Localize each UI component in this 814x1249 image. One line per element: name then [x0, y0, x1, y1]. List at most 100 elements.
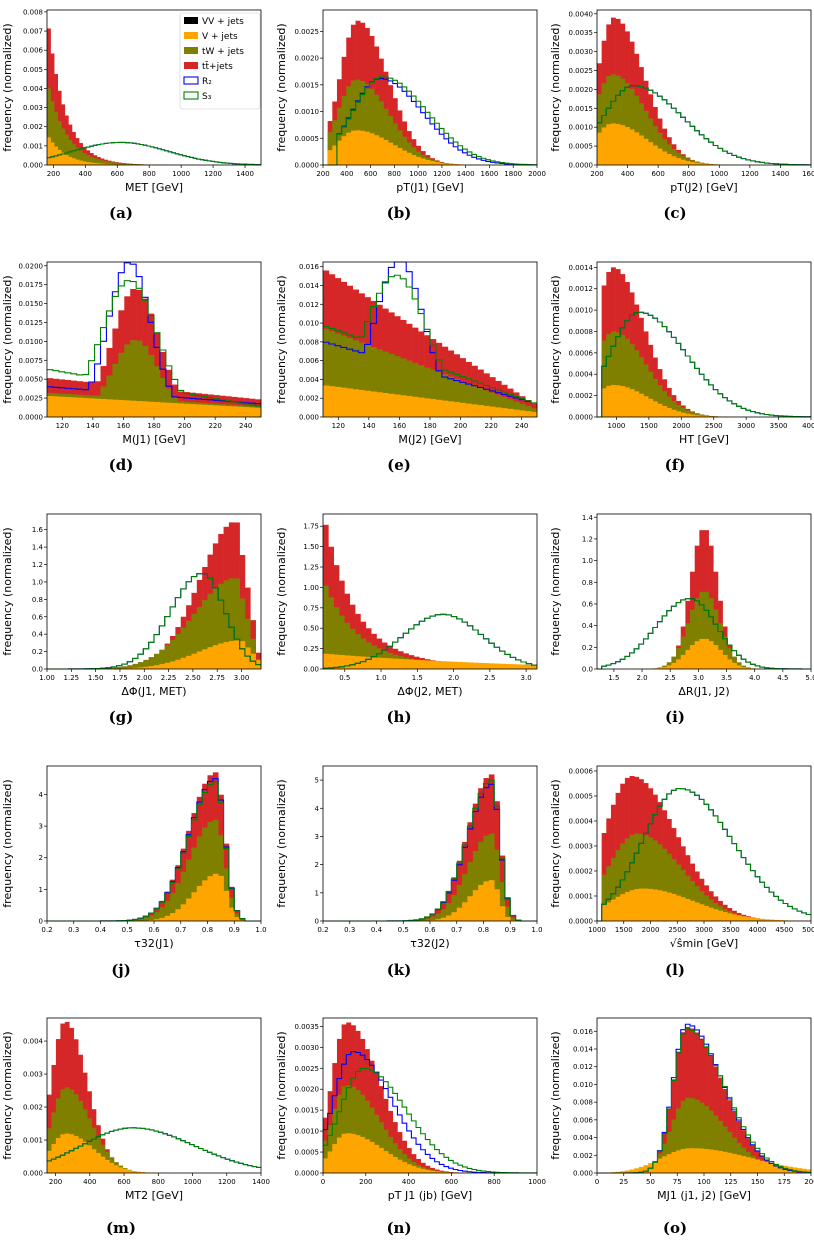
bar-tW-e — [453, 378, 461, 417]
bar-V-a — [79, 160, 83, 165]
y-tick-label: 1.6 — [32, 526, 44, 534]
y-tick-label: 0.000 — [573, 1170, 593, 1178]
x-tick-label: 3.0 — [693, 674, 704, 682]
bar-tW-e — [334, 333, 342, 417]
legend-swatch-VV — [184, 17, 198, 24]
bar-V-f — [643, 396, 649, 417]
bar-V-o — [736, 1154, 742, 1173]
x-tick-label: 0.5 — [398, 926, 409, 934]
bar-V-n — [411, 1166, 417, 1173]
bar-V-j — [159, 917, 165, 921]
bar-tW-e — [352, 340, 359, 417]
bar-V-e — [406, 396, 413, 417]
bar-V-n — [341, 1133, 347, 1173]
bar-V-d — [70, 397, 78, 417]
bar-V-k — [462, 902, 468, 921]
bar-tW-m — [69, 1089, 75, 1173]
bar-tW-b — [388, 116, 394, 165]
bar-tW-g — [228, 578, 235, 669]
bar-tW-g — [132, 663, 139, 669]
bar-tW-a — [64, 134, 69, 165]
bar-tW-l — [606, 866, 612, 921]
bar-tW-l — [671, 859, 677, 921]
bar-V-d — [243, 407, 250, 417]
bar-V-e — [525, 411, 532, 417]
bar-V-f — [657, 403, 663, 417]
x-tick-label: 0.3 — [68, 926, 79, 934]
bar-V-f — [601, 388, 607, 417]
x-tick-label: 1400 — [457, 170, 475, 178]
y-tick-label: 1.25 — [303, 564, 319, 572]
bar-tW-f — [666, 396, 672, 417]
legend-label-S3: S₃ — [202, 92, 212, 102]
chart-panel-i: 1.5 2.0 2.5 3.0 3.5 4.0 4.5 5.0 0.0 0.2 0.4 0.6 0.8 1… — [549, 513, 814, 726]
bar-V-k — [456, 907, 463, 921]
bar-V-a — [64, 154, 69, 165]
x-tick-label: 1.5 — [608, 674, 619, 682]
bar-tW-o — [727, 1132, 733, 1173]
bar-V-d — [183, 403, 190, 417]
bar-V-o — [741, 1156, 747, 1173]
x-tick-label: 1500 — [615, 926, 633, 934]
bar-V-d — [231, 406, 238, 417]
x-tick-label: 0.6 — [424, 926, 436, 934]
bar-V-b — [355, 130, 361, 165]
bar-V-a — [100, 163, 105, 165]
legend-label-tt: tt̄+jets — [202, 60, 233, 72]
bar-tW-f — [648, 371, 654, 417]
y-axis-label: frequency (normalized) — [1, 527, 14, 655]
bar-tW-c — [615, 75, 621, 165]
bar-V-k — [451, 912, 458, 921]
bar-tW-f — [652, 378, 658, 417]
bar-tW-c — [624, 83, 630, 165]
bar-tW-f — [657, 385, 663, 417]
bar-V-l — [615, 896, 621, 921]
bar-V-b — [383, 140, 389, 165]
bar-tW-e — [471, 385, 478, 417]
x-tick-label: 1200 — [218, 1178, 236, 1186]
bar-V-e — [435, 399, 443, 417]
bar-V-n — [402, 1162, 408, 1173]
y-tick-label: 0.002 — [23, 1104, 43, 1112]
x-tick-label: 600 — [364, 170, 377, 178]
subfigure-label: (d) — [109, 456, 134, 474]
axes-frame — [596, 261, 812, 418]
bar-V-m — [113, 1165, 119, 1173]
x-tick-label: 180 — [147, 422, 160, 430]
y-tick-label: 1.0 — [582, 557, 593, 565]
chart-panel-o: 0 25 50 75 100 125 150 175 200 0.000 0.002 0.004 0.0… — [549, 1017, 814, 1237]
bar-V-o — [694, 1148, 700, 1173]
bar-V-g — [234, 640, 240, 669]
bar-V-c — [652, 145, 658, 165]
y-tick-label: 1 — [39, 886, 43, 894]
bar-V-o — [634, 1168, 640, 1173]
bar-V-d — [201, 404, 208, 417]
subfigure-label: (c) — [663, 204, 686, 222]
bar-V-g — [191, 653, 198, 669]
bar-V-b — [434, 162, 440, 165]
bar-tW-e — [370, 347, 377, 417]
bar-tW-f — [634, 350, 640, 417]
bar-tW-i — [717, 623, 723, 669]
bar-V-a — [96, 163, 101, 165]
bar-tW-a — [107, 161, 112, 165]
bar-V-e — [394, 394, 401, 417]
bar-tW-j — [154, 912, 160, 921]
bar-tW-g — [223, 580, 230, 669]
bar-tW-b — [341, 95, 347, 165]
x-tick-label: 1000 — [172, 170, 190, 178]
bar-tW-a — [71, 144, 76, 165]
y-tick-label: 0.004 — [299, 376, 320, 384]
bar-tW-c — [629, 88, 635, 165]
bar-V-h — [515, 664, 522, 669]
x-tick-label: 0.4 — [95, 926, 107, 934]
chart-panel-j: 0.2 0.3 0.4 0.5 0.6 0.7 0.8 0.9 1.0 0 1 2 3 4 τ32(J1) f… — [1, 765, 267, 979]
bar-tW-l — [662, 848, 668, 921]
y-axis-label: frequency (normalized) — [275, 275, 288, 403]
bar-V-f — [685, 413, 691, 417]
x-tick-label: 4000 — [749, 926, 767, 934]
bar-tW-j — [175, 883, 182, 921]
x-tick-label: 2.75 — [209, 674, 225, 682]
y-tick-label: 2 — [39, 854, 43, 862]
bar-V-l — [764, 919, 770, 921]
